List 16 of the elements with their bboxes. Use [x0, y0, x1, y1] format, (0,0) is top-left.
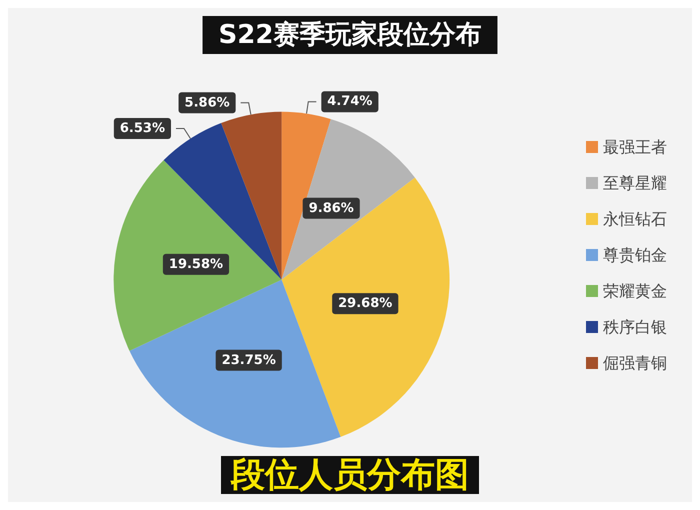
legend-label: 永恒钻石: [603, 210, 667, 228]
data-label: 29.68%: [338, 296, 392, 312]
data-label: 19.58%: [168, 256, 224, 272]
chart-title: S22赛季玩家段位分布: [218, 20, 482, 50]
legend-label: 荣耀黄金: [603, 282, 667, 300]
text: 段位人员分布图: [230, 455, 469, 495]
data-label: 23.75%: [222, 352, 276, 368]
legend-label: 尊贵铂金: [603, 246, 667, 264]
legend-label: 最强王者: [603, 138, 667, 156]
legend-label: 倔强青铜: [603, 354, 667, 372]
data-label: 6.53%: [120, 121, 165, 136]
legend-label: 秩序白银: [603, 318, 667, 336]
data-label: 4.74%: [327, 94, 372, 110]
data-label: 9.86%: [308, 200, 354, 216]
data-label: 5.86%: [184, 95, 230, 110]
legend-label: 至尊星耀: [603, 174, 667, 192]
